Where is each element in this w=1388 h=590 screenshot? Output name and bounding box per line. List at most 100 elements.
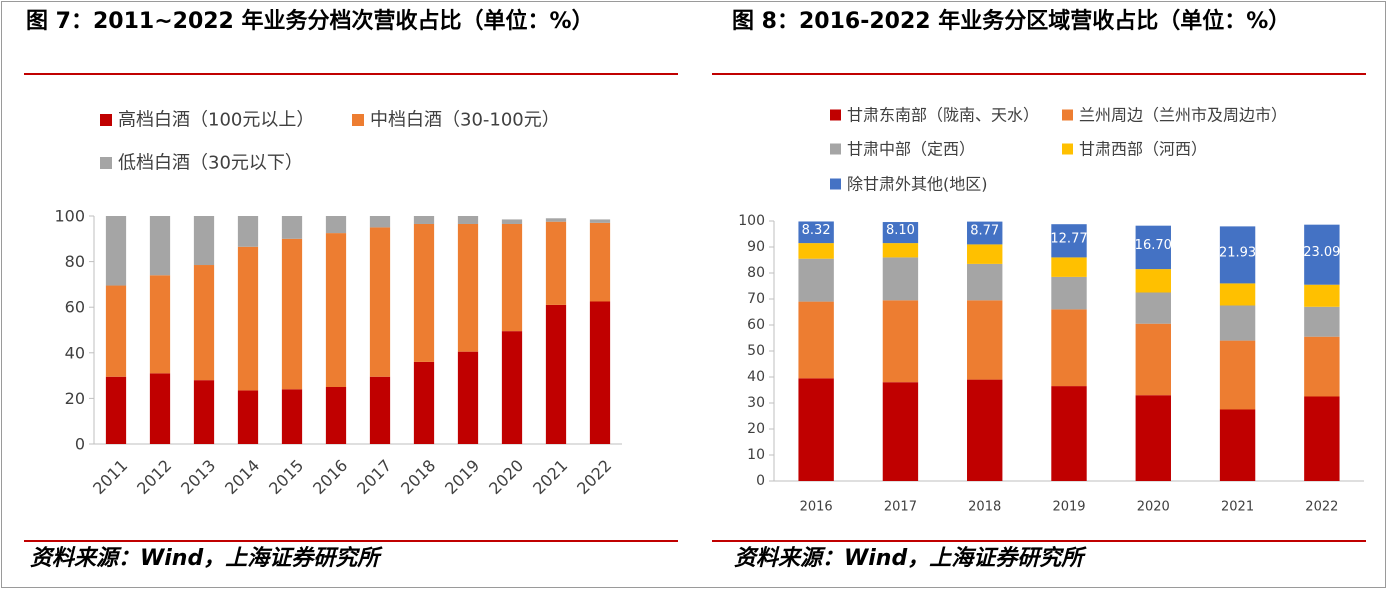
fig8-y-tick-label: 60 [747,317,765,333]
fig7-x-tick-label: 2016 [309,456,351,498]
fig7-bar-2014-series-1 [237,246,259,391]
fig8-bar-2018-series-1 [967,300,1003,380]
figure-8-source-rule [712,540,1366,542]
fig8-bar-2017-series-1 [882,300,919,383]
fig8-y-tick-label: 30 [747,395,765,411]
fig8-bar-2016-series-4 [798,221,834,244]
fig8-bar-2018-series-0 [967,379,1003,481]
fig7-bar-2016-series-1 [325,233,347,387]
fig8-bar-2018-series-2 [967,263,1003,301]
fig8-data-label-2020: 16.70 [1135,238,1172,253]
fig7-bar-2016-series-0 [325,387,347,444]
fig8-bar-2022-series-1 [1304,336,1340,397]
fig7-bar-2021-series-1 [545,221,567,305]
fig8-bar-2021-series-0 [1219,409,1256,481]
figure-7-title: 图 7：2011~2022 年业务分档次营收占比（单位：%） [26,9,594,34]
fig8-bar-2022-series-0 [1304,396,1340,481]
figure-8-panel: 图 8：2016-2022 年业务分区域营收占比（单位：%） 甘肃东南部（陇南、… [694,0,1388,590]
fig7-y-tick-label: 60 [65,298,85,317]
fig8-bar-2019-series-4 [1051,224,1087,258]
fig7-y-tick-label: 80 [65,252,85,271]
fig7-bar-2011-series-0 [105,376,127,444]
figure-8-title-rule [712,73,1366,75]
fig8-data-label-2022: 23.09 [1303,245,1340,260]
fig7-bar-2015-series-1 [281,238,303,390]
fig7-bar-2015-series-0 [281,389,303,444]
fig8-bar-2021-series-3 [1219,283,1256,306]
fig7-y-tick-label: 20 [65,389,85,408]
fig7-bar-2011-series-2 [105,216,127,286]
fig8-y-tick-label: 40 [747,369,765,385]
fig7-bar-2011-series-1 [105,285,127,377]
fig7-bar-2021-series-0 [545,304,567,444]
fig8-y-tick-label: 0 [756,473,765,489]
fig7-bar-2012-series-2 [149,216,171,276]
figure-7-panel: 图 7：2011~2022 年业务分档次营收占比（单位：%） 高档白酒（100元… [24,9,678,571]
fig7-x-tick-label: 2017 [353,456,395,498]
figure-8-chart: 甘肃东南部（陇南、天水） 兰州周边（兰州市及周边市） 甘肃中部（定西） 甘肃西部（河西… [738,106,1364,515]
fig7-bar-2012-series-0 [149,373,171,444]
fig7-bar-2020-series-1 [501,223,523,332]
fig8-y-tick-label: 80 [747,265,765,281]
fig7-bar-2017-series-0 [369,376,391,444]
figure-7-title-rule [24,73,678,75]
fig8-bar-2016-series-0 [798,378,834,481]
fig8-bar-2018-series-3 [967,244,1003,264]
fig7-bar-2017-series-2 [369,216,391,228]
fig7-bar-2013-series-2 [193,216,215,266]
fig7-bar-2012-series-1 [149,275,171,374]
fig7-bar-2017-series-1 [369,227,391,377]
fig8-data-label-2019: 12.77 [1050,231,1087,246]
fig7-bar-2016-series-2 [325,216,347,234]
fig8-y-tick-label: 100 [738,213,765,229]
fig7-bar-2013-series-0 [193,380,215,444]
fig8-y-tick-label: 10 [747,447,765,463]
fig8-x-tick-label: 2022 [1305,500,1338,515]
fig8-legend-label-4: 除甘肃外其他(地区) [847,175,988,194]
fig7-x-tick-label: 2011 [89,456,131,498]
fig7-x-tick-label: 2014 [221,456,263,498]
fig7-y-tick-label: 0 [75,435,85,454]
fig8-bar-2016-series-3 [798,243,834,259]
fig7-x-tick-label: 2018 [397,456,439,498]
fig8-x-tick-label: 2021 [1221,500,1254,515]
fig7-legend-swatch-0 [100,114,112,126]
fig8-x-tick-label: 2018 [968,500,1001,515]
fig7-x-tick-label: 2012 [133,456,175,498]
fig8-bar-2019-series-1 [1051,309,1087,387]
figure-8-title: 图 8：2016-2022 年业务分区域营收占比（单位：%） [732,9,1291,34]
fig7-bar-2013-series-1 [193,265,215,381]
fig7-bar-2019-series-0 [457,351,479,444]
fig7-x-tick-label: 2013 [177,456,219,498]
fig8-x-tick-label: 2019 [1052,500,1085,515]
fig7-legend-label-0: 高档白酒（100元以上） [118,110,314,131]
fig7-legend-swatch-2 [100,157,112,169]
fig8-bar-2016-series-2 [798,258,834,302]
fig7-bar-2022-series-1 [589,222,611,302]
figure-7-source: 资料来源：Wind，上海证券研究所 [30,546,380,571]
fig8-bar-2022-series-4 [1304,224,1340,285]
fig7-legend-swatch-1 [352,114,364,126]
fig8-x-tick-label: 2017 [884,500,917,515]
fig8-y-tick-label: 70 [747,291,765,307]
fig7-y-tick-label: 40 [65,343,85,362]
fig8-bar-2021-series-1 [1219,340,1256,410]
fig7-x-tick-label: 2019 [441,456,483,498]
fig8-legend-label-0: 甘肃东南部（陇南、天水） [847,106,1039,125]
fig8-bar-2020-series-4 [1135,225,1171,270]
fig7-bar-2022-series-2 [589,219,611,223]
fig7-bar-2020-series-0 [501,331,523,444]
fig8-bar-2020-series-3 [1135,269,1171,293]
fig8-legend-label-2: 甘肃中部（定西） [847,140,975,159]
fig7-bar-2014-series-0 [237,390,259,444]
fig8-legend-swatch-2 [830,143,841,155]
fig8-x-tick-label: 2016 [800,500,833,515]
fig8-bar-2017-series-2 [882,257,919,301]
fig8-bar-2018-series-4 [967,221,1003,245]
fig8-x-tick-label: 2020 [1137,500,1170,515]
fig7-bar-2018-series-1 [413,223,435,362]
fig7-x-tick-label: 2022 [573,456,615,498]
fig8-data-label-2021: 21.93 [1219,245,1256,260]
figure-8-source: 资料来源：Wind，上海证券研究所 [734,546,1084,571]
fig7-bar-2018-series-2 [413,216,435,224]
